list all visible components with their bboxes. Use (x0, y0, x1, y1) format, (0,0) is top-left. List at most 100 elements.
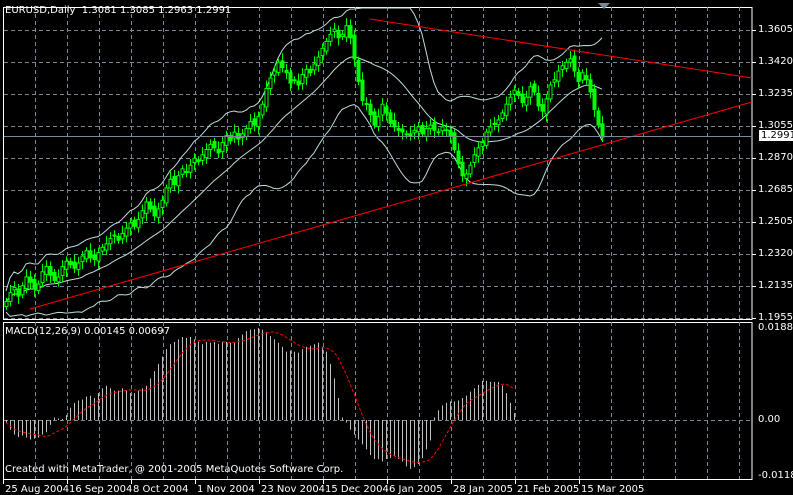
candle-body (420, 124, 425, 135)
candle-body (120, 232, 125, 240)
candle-body (168, 178, 173, 189)
candle-body (24, 276, 29, 290)
credit-text: Created with MetaTrader, @ 2001-2005 Met… (5, 464, 344, 475)
candle-body (396, 127, 401, 131)
time-tick-label: 15 Dec 2004 (325, 484, 389, 495)
candle-body (64, 260, 69, 270)
candle-body (152, 205, 157, 217)
candle-body (136, 218, 141, 229)
candle-body (48, 266, 53, 276)
candle-body (44, 266, 49, 276)
candle-body (260, 103, 265, 116)
candle-body (460, 161, 465, 177)
candle-body (488, 126, 493, 133)
candle-body (360, 79, 365, 102)
candle-body (548, 84, 553, 100)
candle-body (388, 112, 393, 124)
candle-body (568, 58, 573, 63)
time-tick-label: 16 Sep 2004 (69, 484, 133, 495)
candle-body (332, 28, 337, 33)
candle-body (52, 271, 57, 281)
candle-body (524, 96, 529, 106)
candle-body (224, 135, 229, 146)
candle-body (516, 91, 521, 96)
candle-body (20, 285, 25, 296)
candle-body (12, 286, 17, 291)
candle-body (340, 33, 345, 37)
candle-body (176, 175, 181, 187)
current-price-tag: 1.2991 (759, 130, 793, 141)
bollinger-upper (5, 7, 603, 292)
candle-body (132, 219, 137, 227)
candle-body (196, 159, 201, 163)
candle-body (80, 255, 85, 263)
candle-body (316, 56, 321, 66)
candle-body (4, 300, 9, 308)
candle-body (472, 154, 477, 163)
candle-body (36, 283, 41, 292)
candle-body (580, 72, 585, 81)
price-tick-label: 1.2870 (758, 152, 793, 163)
time-tick-label: 8 Oct 2004 (133, 484, 189, 495)
time-tick-label: 1 Nov 2004 (197, 484, 255, 495)
candle-body (456, 150, 461, 165)
candle-body (512, 89, 517, 95)
candle-body (496, 119, 501, 126)
candle-body (28, 276, 33, 283)
candle-body (492, 122, 497, 125)
time-tick-label: 25 Aug 2004 (5, 484, 70, 495)
candle-body (248, 121, 253, 130)
candle-body (92, 254, 97, 261)
candle-body (532, 83, 537, 93)
candle-body (148, 201, 153, 210)
candle-body (264, 87, 269, 108)
candle-body (284, 69, 289, 74)
candle-body (352, 34, 357, 60)
candle-body (500, 112, 505, 119)
candle-body (108, 238, 113, 245)
candle-body (344, 25, 349, 38)
candle-body (392, 120, 397, 128)
candle-body (172, 175, 177, 185)
price-tick-label: 1.2135 (758, 280, 793, 291)
candle-body (216, 148, 221, 154)
shift-marker-icon (598, 3, 610, 9)
candle-body (484, 131, 489, 146)
candle-body (556, 70, 561, 82)
candle-body (404, 133, 409, 136)
candle-body (268, 77, 273, 89)
candle-body (364, 102, 369, 105)
candle-body (300, 74, 305, 85)
candle-body (324, 40, 329, 52)
candle-body (504, 103, 509, 117)
time-tick-label: 23 Nov 2004 (261, 484, 326, 495)
candle-body (520, 93, 525, 103)
price-tick-label: 1.3055 (758, 120, 793, 131)
symbol-label: EURUSD,Daily (5, 5, 76, 16)
macd-tick-label: 0.00 (758, 414, 781, 425)
candle-body (572, 55, 577, 72)
candle-body (384, 106, 389, 114)
candle-body (536, 92, 541, 107)
candle-body (508, 96, 513, 105)
candle-body (372, 111, 377, 126)
candle-body (116, 235, 121, 241)
candle-body (552, 79, 557, 83)
candle-body (232, 131, 237, 139)
macd-signal-line (5, 331, 515, 463)
candle-body (192, 157, 197, 163)
macd-frame (3, 322, 753, 480)
candle-body (112, 234, 117, 237)
candle-body (540, 104, 545, 112)
time-tick-label: 21 Feb 2005 (517, 484, 580, 495)
candle-body (280, 60, 285, 69)
candle-body (444, 129, 449, 132)
candle-body (16, 288, 21, 297)
time-tick-label: 28 Jan 2005 (453, 484, 513, 495)
candle-body (436, 131, 441, 134)
candle-body (240, 133, 245, 139)
candle-body (40, 271, 45, 284)
candle-body (304, 68, 309, 78)
candle-body (68, 260, 73, 266)
candle-body (32, 278, 37, 290)
